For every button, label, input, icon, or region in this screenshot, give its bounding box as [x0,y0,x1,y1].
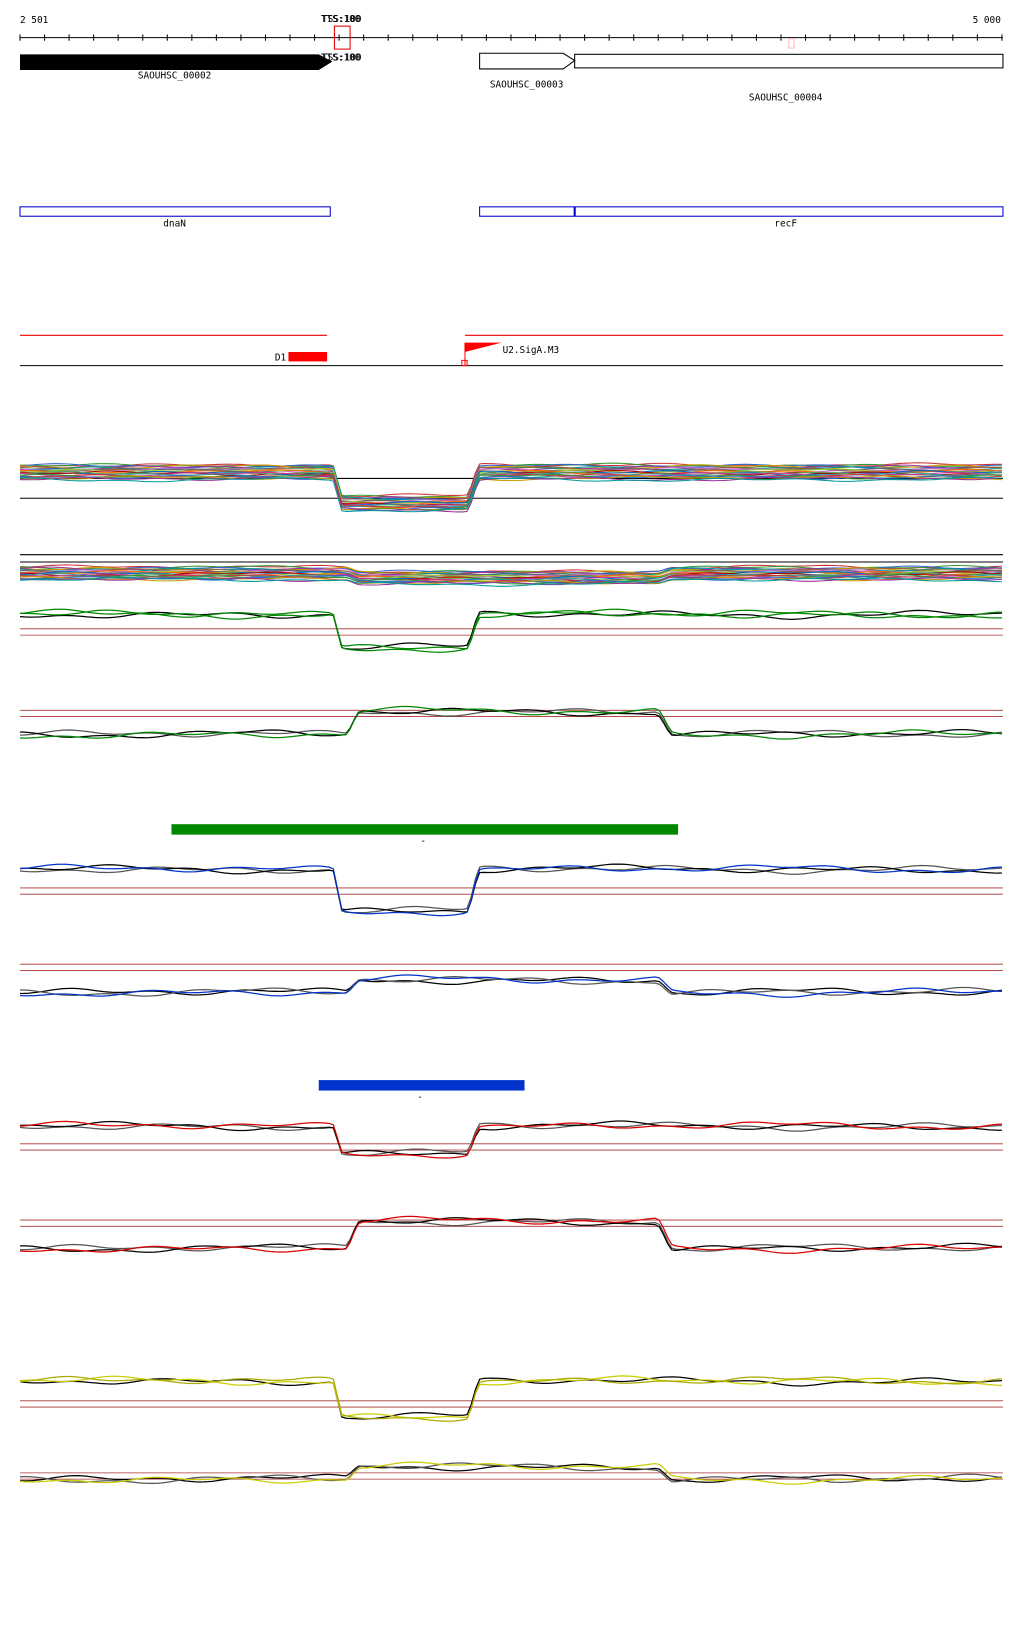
tss-label: TSS:100 [322,14,362,25]
profile-line [19,466,1002,504]
tss-box [333,25,351,50]
cds-box [19,206,331,217]
gene-label: SAOUHSC_00002 [138,70,212,81]
profile-line [19,1215,1002,1254]
regulatory-label: U2.SigA.M3 [503,345,560,356]
profile-line [19,463,1002,501]
profile-line [19,474,1002,512]
profile-line [19,576,1002,586]
profile-line [19,1218,1002,1252]
profile-line [19,863,1002,913]
profile-line [19,1120,1002,1156]
profile-line [19,976,1002,997]
track-marker: - [420,836,426,847]
regulatory-box [288,352,328,362]
profile-line [19,1375,1002,1419]
profile-line [19,567,1002,577]
gene-name: dnaN [163,219,186,230]
profile-line [19,707,1002,739]
promoter-flag [464,342,502,353]
profile-line [19,1120,1002,1159]
gene-name: recF [774,219,797,230]
profile-line [19,1376,1002,1420]
profile-line [19,864,1002,914]
ruler-start: 2 501 [20,15,49,26]
gene-arrow [479,52,576,70]
profile-line [19,1121,1002,1156]
ruler-end: 5 000 [973,15,1002,26]
profile-line [19,863,1002,917]
track-marker: - [417,1092,423,1103]
tss-label: TSS:100 [322,53,362,64]
profile-line [19,574,1002,584]
blue-bar [318,1080,525,1091]
cds-box [479,206,1004,217]
marker [788,38,795,49]
promoter-base [461,359,468,367]
profile-line [19,974,1002,998]
gene-label: SAOUHSC_00003 [490,80,564,91]
regulatory-label: D1 [275,352,287,363]
tss-label: TTS:100 [321,14,361,25]
profile-line [19,608,1002,650]
profile-line [19,467,1002,503]
gene-arrow [20,54,333,70]
profile-line [19,1461,1002,1485]
green-bar [171,824,679,835]
tss-label: TTS:100 [321,53,361,64]
profile-line [19,475,1002,511]
profile-line [19,576,1002,587]
profile-line [19,473,1002,511]
profile-line [19,1375,1002,1422]
profile-line [19,705,1002,740]
gene-box [574,53,1004,69]
gene-label: SAOUHSC_00004 [749,92,823,103]
profile-line [19,608,1002,653]
profile-line [19,476,1002,513]
